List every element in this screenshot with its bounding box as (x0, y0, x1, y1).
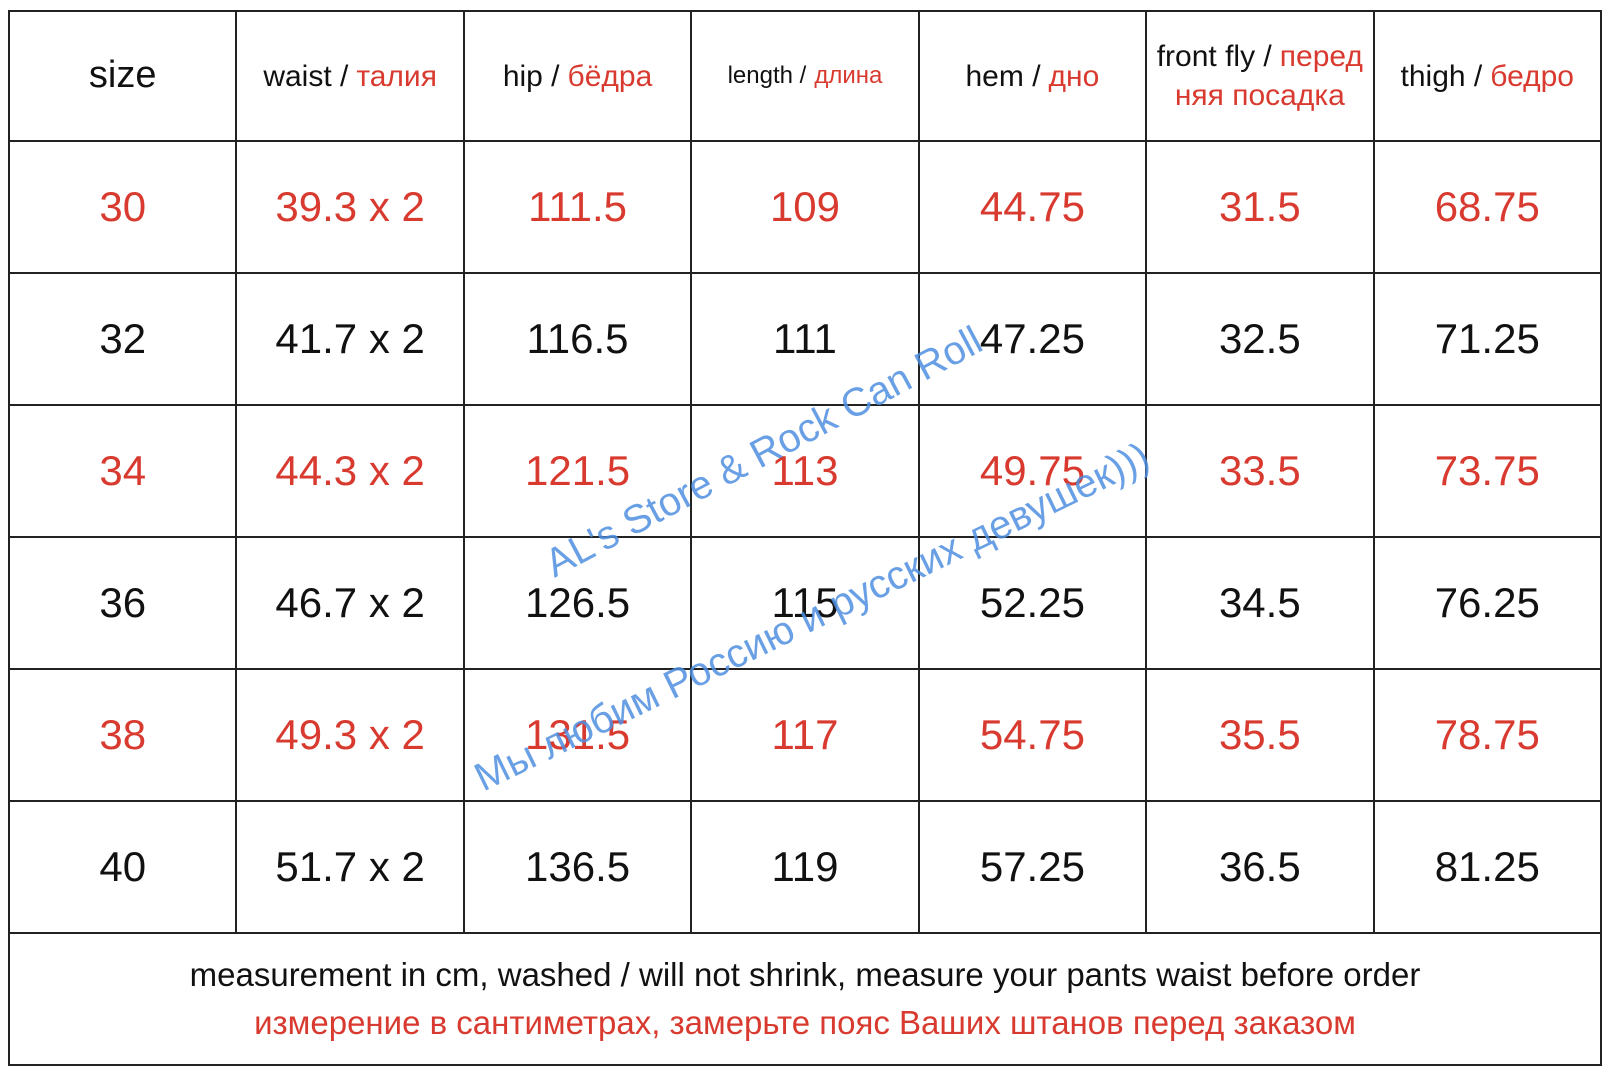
table-cell: 36.5 (1145, 800, 1375, 934)
table-cell: 39.3 x 2 (235, 140, 465, 274)
header-ru: передняя посадка (1174, 40, 1363, 112)
table-cell: 136.5 (462, 800, 693, 934)
table-cell: 119 (690, 800, 920, 934)
header-ru: бедро (1490, 59, 1574, 93)
table-cell: 78.75 (1372, 668, 1603, 802)
table-cell: 109 (690, 140, 920, 274)
header-row: size waist / талия hip / бёдра length / длина h… (7, 10, 1603, 142)
footer-ru: измерение в сантиметрах, замерьте пояс В… (254, 1004, 1356, 1041)
table-footer: measurement in cm, washed / will not shr… (8, 932, 1602, 1066)
table-cell: 57.25 (917, 800, 1148, 934)
table-cell: 35.5 (1145, 668, 1375, 802)
table-cell: 32.5 (1145, 272, 1375, 406)
table-cell: 121.5 (462, 404, 693, 538)
table-cell: 44.75 (917, 140, 1148, 274)
table-cell: 47.25 (917, 272, 1148, 406)
header-cell: thigh / бедро (1372, 10, 1603, 142)
table-cell: 44.3 x 2 (235, 404, 465, 538)
header-ru: талия (356, 59, 437, 93)
table-cell: 117 (690, 668, 920, 802)
header-en: size (88, 54, 157, 97)
table-cell: 71.25 (1372, 272, 1603, 406)
header-cell: hem / дно (917, 10, 1148, 142)
header-en: waist / (263, 59, 349, 93)
table-row: 38 49.3 x 2 131.5 117 54.75 35.5 78.75 (7, 668, 1603, 802)
table-cell: 115 (690, 536, 920, 670)
table-row: 32 41.7 x 2 116.5 111 47.25 32.5 71.25 (7, 272, 1603, 406)
table-cell: 40 (7, 800, 238, 934)
header-ru: дно (1048, 59, 1100, 93)
header-en: thigh / (1400, 59, 1483, 93)
size-table: size waist / талия hip / бёдра length / длина h… (7, 10, 1603, 1066)
table-cell: 73.75 (1372, 404, 1603, 538)
table-cell: 31.5 (1145, 140, 1375, 274)
table-row: 34 44.3 x 2 121.5 113 49.75 33.5 73.75 (7, 404, 1603, 538)
table-cell: 116.5 (462, 272, 693, 406)
footer-en: measurement in cm, washed / will not shr… (189, 956, 1421, 994)
table-row: 36 46.7 x 2 126.5 115 52.25 34.5 76.25 (7, 536, 1603, 670)
table-cell: 131.5 (462, 668, 693, 802)
table-cell: 111.5 (462, 140, 693, 274)
table-row: 30 39.3 x 2 111.5 109 44.75 31.5 68.75 (7, 140, 1603, 274)
header-ru: длина (814, 62, 883, 90)
table-row: 40 51.7 x 2 136.5 119 57.25 36.5 81.25 (7, 800, 1603, 934)
header-cell: length / длина (690, 10, 920, 142)
table-cell: 76.25 (1372, 536, 1603, 670)
table-cell: 54.75 (917, 668, 1148, 802)
table-header: size waist / талия hip / бёдра length / длина h… (7, 10, 1603, 142)
table-cell: 111 (690, 272, 920, 406)
table-cell: 49.3 x 2 (235, 668, 465, 802)
table-cell: 33.5 (1145, 404, 1375, 538)
size-chart: size waist / талия hip / бёдра length / длина h… (7, 10, 1603, 1082)
table-cell: 36 (7, 536, 238, 670)
header-ru: бёдра (567, 59, 653, 93)
header-en: front fly / (1156, 40, 1272, 73)
table-cell: 51.7 x 2 (235, 800, 465, 934)
footer-row: measurement in cm, washed / will not shr… (8, 932, 1602, 1066)
header-cell: front fly / передняя посадка (1145, 10, 1375, 142)
footer-cell: measurement in cm, washed / will not shr… (8, 932, 1602, 1066)
table-cell: 113 (690, 404, 920, 538)
header-en: hem / (965, 59, 1041, 93)
header-cell: waist / талия (235, 10, 465, 142)
table-cell: 41.7 x 2 (235, 272, 465, 406)
table-cell: 32 (7, 272, 238, 406)
header-cell: size (7, 10, 238, 142)
table-cell: 34.5 (1145, 536, 1375, 670)
header-en: length / (727, 62, 807, 90)
table-cell: 52.25 (917, 536, 1148, 670)
table-cell: 81.25 (1372, 800, 1603, 934)
table-cell: 68.75 (1372, 140, 1603, 274)
table-cell: 34 (7, 404, 238, 538)
table-cell: 126.5 (462, 536, 693, 670)
header-en: hip / (502, 59, 560, 93)
table-cell: 38 (7, 668, 238, 802)
table-cell: 46.7 x 2 (235, 536, 465, 670)
table-body: 30 39.3 x 2 111.5 109 44.75 31.5 68.75 32 41.7 x… (7, 140, 1603, 934)
header-cell: hip / бёдра (462, 10, 693, 142)
table-cell: 30 (7, 140, 238, 274)
table-cell: 49.75 (917, 404, 1148, 538)
